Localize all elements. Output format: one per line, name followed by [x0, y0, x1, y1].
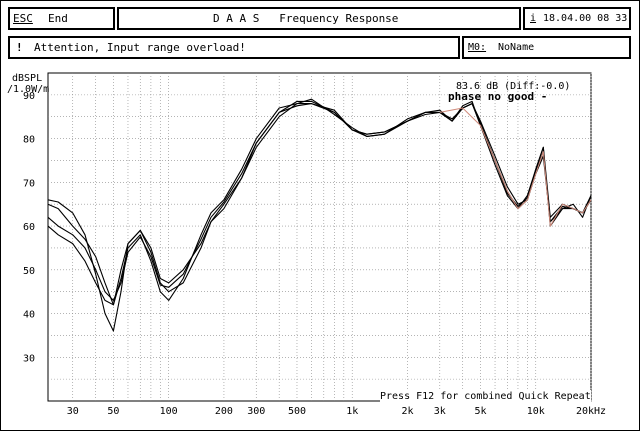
datetime-text: 18.04.00 08 33: [543, 13, 628, 24]
x-tick-label: 2k: [401, 406, 413, 417]
x-tick-label: 20kHz: [576, 406, 606, 417]
x-tick-label: 1k: [346, 406, 358, 417]
x-tick-label: 5k: [474, 406, 486, 417]
level-readout: 83.6 dB (Diff:-0.0): [456, 81, 571, 92]
series-line-1: [47, 100, 592, 332]
x-tick-label: 500: [288, 406, 306, 417]
esc-end-button[interactable]: ESC End: [8, 7, 115, 30]
y-axis-sublabel: /1.0W/m: [7, 84, 50, 95]
plot-area-border: [47, 72, 592, 402]
y-tick-label: 30: [23, 353, 35, 364]
phase-warning: phase no good -: [448, 90, 548, 103]
y-tick-label: 50: [23, 266, 35, 277]
end-label: End: [48, 12, 68, 25]
y-tick-label: 90: [23, 91, 35, 102]
footer-hint: Press F12 for combined Quick Repeat: [380, 390, 591, 403]
series-line-3: [47, 98, 592, 306]
x-tick-label: 30: [67, 406, 79, 417]
y-tick-label: 40: [23, 310, 35, 321]
memory-slot-box[interactable]: M0: NoName: [462, 36, 631, 59]
series-line-4: [47, 103, 592, 301]
window-title: D A A S Frequency Response: [213, 12, 399, 25]
x-tick-label: 300: [247, 406, 265, 417]
status-message: Attention, Input range overload!: [34, 41, 246, 54]
memory-key: M0:: [468, 42, 487, 53]
memory-name: NoName: [498, 42, 535, 53]
warning-icon: !: [16, 41, 23, 54]
x-tick-label: 100: [160, 406, 178, 417]
y-axis-label: dBSPL: [12, 73, 43, 84]
x-tick-label: 10k: [527, 406, 545, 417]
y-tick-label: 70: [23, 178, 35, 189]
status-bar: ! Attention, Input range overload!: [8, 36, 460, 59]
x-tick-label: 200: [215, 406, 233, 417]
y-tick-label: 80: [23, 135, 35, 146]
info-datetime-box[interactable]: i 18.04.00 08 33: [523, 7, 631, 30]
info-key: i: [530, 13, 537, 24]
x-tick-label: 3k: [434, 406, 446, 417]
x-tick-label: 50: [107, 406, 119, 417]
series-line-5: [439, 107, 592, 227]
esc-key: ESC: [13, 12, 33, 25]
title-bar: D A A S Frequency Response: [117, 7, 521, 30]
y-tick-label: 60: [23, 222, 35, 233]
